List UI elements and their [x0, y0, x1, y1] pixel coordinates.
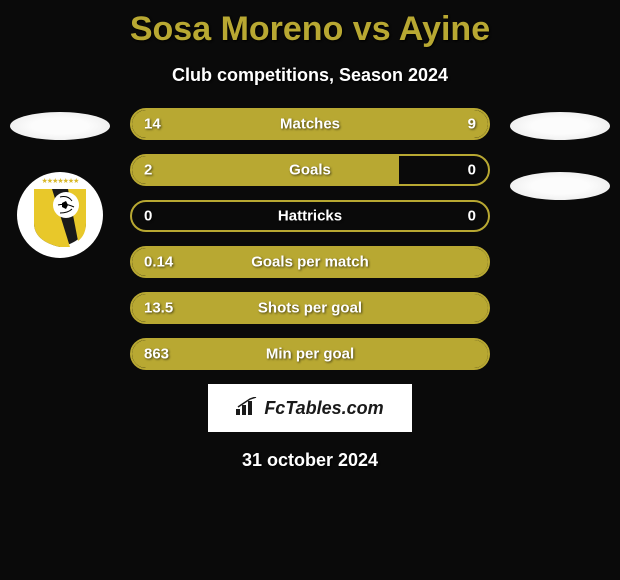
right-team-column	[500, 108, 620, 200]
page-title: Sosa Moreno vs Ayine	[0, 0, 620, 49]
shield-icon	[30, 183, 90, 247]
chart-icon	[236, 397, 258, 420]
club-badge: ★★★★★★★	[17, 172, 103, 258]
stat-label: Matches	[280, 116, 340, 133]
stat-left-value: 0.14	[144, 254, 173, 271]
team-placeholder-ellipse	[10, 112, 110, 140]
stat-label: Min per goal	[266, 346, 354, 363]
stat-left-value: 2	[144, 162, 152, 179]
stat-label: Hattricks	[278, 208, 342, 225]
stat-row: 863 Min per goal	[130, 338, 490, 370]
stat-left-value: 14	[144, 116, 161, 133]
stat-right-value: 0	[468, 162, 476, 179]
stat-left-value: 863	[144, 346, 169, 363]
stat-row: 2 Goals 0	[130, 154, 490, 186]
stat-row: 0.14 Goals per match	[130, 246, 490, 278]
date-label: 31 october 2024	[0, 450, 620, 471]
fctables-logo: FcTables.com	[208, 384, 412, 432]
stat-label: Goals per match	[251, 254, 369, 271]
badge-stars-icon: ★★★★★★★	[42, 177, 79, 185]
comparison-chart: ★★★★★★★ 14 Matches 9 2 Goals 0 0 Hattricks 0 0.14…	[0, 108, 620, 370]
stat-right-value: 9	[468, 116, 476, 133]
stat-row: 13.5 Shots per goal	[130, 292, 490, 324]
stat-right-value: 0	[468, 208, 476, 225]
stat-left-value: 0	[144, 208, 152, 225]
stat-label: Shots per goal	[258, 300, 362, 317]
stat-row: 14 Matches 9	[130, 108, 490, 140]
stat-left-value: 13.5	[144, 300, 173, 317]
left-team-column: ★★★★★★★	[0, 108, 120, 258]
stat-row: 0 Hattricks 0	[130, 200, 490, 232]
logo-text: FcTables.com	[264, 398, 383, 419]
team-placeholder-ellipse	[510, 172, 610, 200]
subtitle: Club competitions, Season 2024	[0, 65, 620, 86]
bar-fill-left	[132, 156, 399, 184]
stat-label: Goals	[289, 162, 331, 179]
team-placeholder-ellipse	[510, 112, 610, 140]
stat-bars: 14 Matches 9 2 Goals 0 0 Hattricks 0 0.14 Goals pe…	[120, 108, 500, 370]
